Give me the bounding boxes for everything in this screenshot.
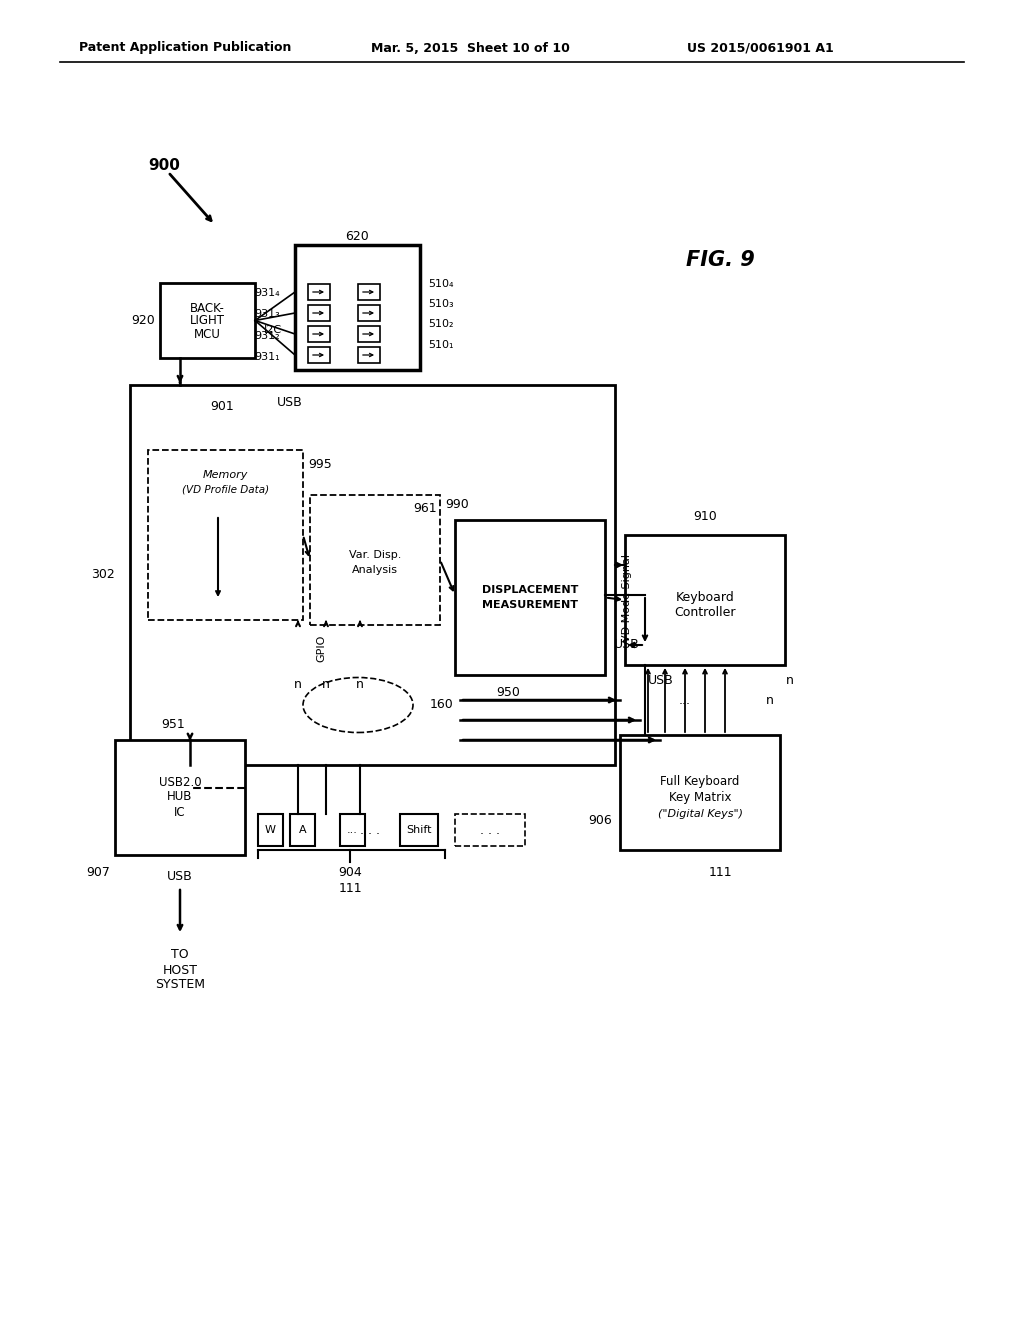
Text: 931₃: 931₃: [254, 309, 280, 319]
Text: 931₂: 931₂: [254, 331, 280, 341]
Text: 951: 951: [161, 718, 185, 731]
Bar: [295, 246, 420, 370]
Bar: [160, 282, 255, 358]
Text: LIGHT: LIGHT: [190, 314, 225, 327]
Text: 111: 111: [338, 882, 361, 895]
Text: ...: ...: [347, 825, 358, 836]
Text: USB: USB: [614, 639, 640, 652]
Text: n: n: [786, 673, 794, 686]
Text: 904: 904: [338, 866, 361, 879]
Ellipse shape: [303, 677, 413, 733]
Bar: [308, 326, 330, 342]
Bar: [310, 495, 440, 624]
Text: 931₁: 931₁: [254, 352, 280, 362]
Text: 900: 900: [148, 157, 180, 173]
Text: USB2.0: USB2.0: [159, 776, 202, 788]
Text: 160: 160: [430, 698, 454, 711]
Text: HUB: HUB: [167, 791, 193, 804]
Text: . . .: . . .: [360, 824, 380, 837]
Text: (VD Profile Data): (VD Profile Data): [182, 484, 269, 495]
Bar: [358, 326, 380, 342]
Text: HOST: HOST: [163, 964, 198, 977]
Text: 961: 961: [414, 502, 437, 515]
Text: 907: 907: [86, 866, 110, 879]
Text: Analysis: Analysis: [352, 565, 398, 576]
Text: 931₄: 931₄: [254, 288, 280, 298]
Text: . . .: . . .: [480, 824, 500, 837]
Text: Full Keyboard: Full Keyboard: [660, 776, 739, 788]
Text: USB: USB: [167, 870, 193, 883]
Text: Keyboard: Keyboard: [676, 590, 734, 603]
Text: IC: IC: [174, 805, 185, 818]
Text: 620: 620: [345, 231, 369, 243]
Text: 990: 990: [445, 499, 469, 511]
Text: A: A: [299, 825, 306, 836]
Text: 510₂: 510₂: [428, 319, 454, 329]
Bar: [455, 520, 605, 675]
Text: n: n: [766, 693, 774, 706]
Text: 510₁: 510₁: [428, 341, 454, 350]
Text: 302: 302: [91, 569, 115, 582]
Text: W: W: [265, 825, 276, 836]
Text: Shift: Shift: [407, 825, 432, 836]
Text: MEASUREMENT: MEASUREMENT: [482, 601, 578, 610]
Text: Memory: Memory: [203, 470, 248, 480]
Bar: [115, 741, 245, 855]
Text: 995: 995: [308, 458, 332, 471]
Bar: [308, 347, 330, 363]
Bar: [358, 305, 380, 321]
Bar: [625, 535, 785, 665]
Text: ("Digital Keys"): ("Digital Keys"): [657, 809, 742, 818]
Bar: [358, 284, 380, 300]
Text: 901: 901: [210, 400, 233, 413]
Text: DISPLACEMENT: DISPLACEMENT: [482, 585, 579, 595]
Text: BACK-: BACK-: [190, 301, 225, 314]
Bar: [455, 814, 525, 846]
Text: GPIO: GPIO: [316, 635, 326, 661]
Text: 510₃: 510₃: [428, 300, 454, 309]
Bar: [620, 735, 780, 850]
Text: Patent Application Publication: Patent Application Publication: [79, 41, 291, 54]
Text: Key Matrix: Key Matrix: [669, 792, 731, 804]
Text: 910: 910: [693, 511, 717, 524]
Text: Var. Disp.: Var. Disp.: [349, 550, 401, 560]
Text: SYSTEM: SYSTEM: [155, 978, 205, 991]
Bar: [358, 347, 380, 363]
Text: 920: 920: [131, 314, 155, 327]
Bar: [308, 305, 330, 321]
Bar: [148, 450, 303, 620]
Bar: [258, 814, 283, 846]
Text: n: n: [323, 678, 330, 692]
Text: Controller: Controller: [674, 606, 736, 619]
Bar: [340, 814, 365, 846]
Text: USB: USB: [278, 396, 303, 409]
Text: 111: 111: [709, 866, 732, 879]
Text: MCU: MCU: [195, 327, 221, 341]
Text: USB: USB: [648, 673, 674, 686]
Text: 906: 906: [588, 813, 612, 826]
Text: Mar. 5, 2015  Sheet 10 of 10: Mar. 5, 2015 Sheet 10 of 10: [371, 41, 569, 54]
Bar: [130, 385, 615, 766]
Bar: [400, 814, 438, 846]
Bar: [290, 814, 315, 846]
Text: ...: ...: [679, 693, 691, 706]
Text: n: n: [356, 678, 364, 692]
Bar: [308, 284, 330, 300]
Text: I2C: I2C: [264, 325, 282, 335]
Text: VD Mode Signal: VD Mode Signal: [622, 553, 632, 642]
Text: n: n: [294, 678, 302, 692]
Text: FIG. 9: FIG. 9: [686, 249, 755, 271]
Text: TO: TO: [171, 949, 188, 961]
Text: 950: 950: [496, 685, 520, 698]
Text: 510₄: 510₄: [428, 279, 454, 289]
Text: US 2015/0061901 A1: US 2015/0061901 A1: [687, 41, 834, 54]
